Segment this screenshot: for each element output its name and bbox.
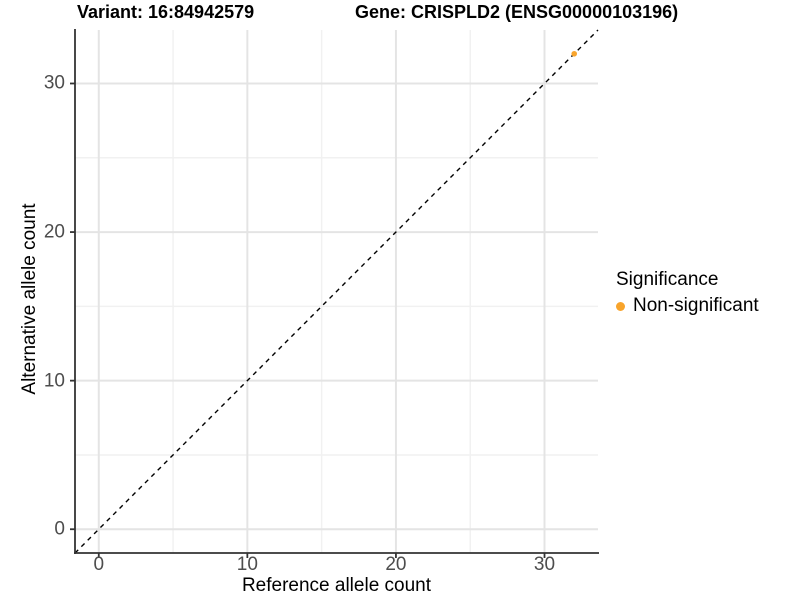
x-tick-label: 20 [385, 554, 407, 575]
y-tick-label: 30 [43, 72, 65, 94]
y-tick-label: 20 [43, 221, 65, 243]
plot-title-gene: Gene: CRISPLD2 (ENSG00000103196) [355, 2, 679, 22]
identity-line [74, 29, 599, 554]
data-point [571, 50, 578, 57]
y-axis-title: Alternative allele count [19, 203, 40, 395]
x-tick-label: 0 [93, 554, 105, 575]
x-tick-label: 30 [533, 554, 556, 575]
y-tick-label: 0 [54, 518, 65, 540]
legend-title: Significance [616, 269, 719, 290]
legend: Significance Non-significant [616, 268, 759, 317]
x-tick-label: 10 [236, 554, 258, 575]
plot-title-variant: Variant: 16:84942579 [77, 2, 255, 22]
y-tick-label: 10 [43, 370, 65, 392]
legend-entry: Non-significant [616, 295, 759, 317]
legend-key-circle-icon [616, 301, 625, 311]
x-axis-title: Reference allele count [241, 575, 432, 596]
legend-entry-label: Non-significant [633, 295, 759, 316]
